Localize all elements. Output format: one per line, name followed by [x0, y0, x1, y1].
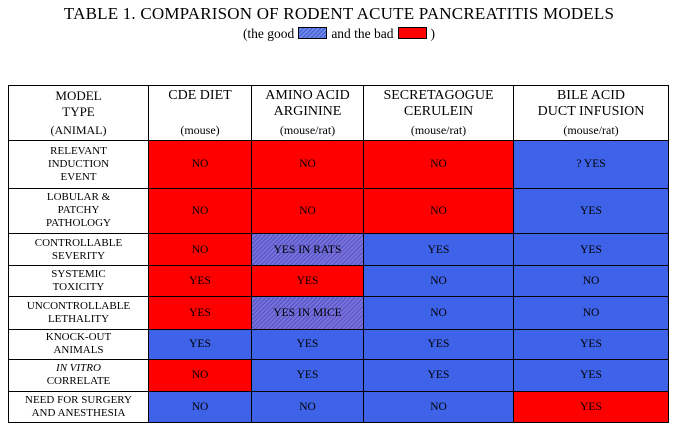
table-cell: YES	[513, 328, 669, 361]
row-label: LOBULAR & PATCHY PATHOLOGY	[8, 187, 149, 235]
subtitle-bad-text: and the bad	[331, 26, 394, 41]
table-cell: YES	[148, 296, 252, 330]
table-cell: YES	[513, 359, 669, 392]
column-header-line: (mouse/rat)	[563, 123, 619, 137]
table-cell: NO	[363, 390, 514, 423]
subtitle-good-text: (the good	[242, 26, 295, 41]
row-label: KNOCK-OUT ANIMALS	[8, 328, 149, 361]
column-header-line: CDE DIET	[168, 88, 232, 103]
table-title: TABLE 1. COMPARISON OF RODENT ACUTE PANC…	[63, 4, 615, 23]
table-cell: NO	[363, 140, 514, 189]
table-row: SYSTEMIC TOXICITY YES YES NO NO	[8, 264, 669, 298]
row-label-line: NEED FOR SURGERY	[25, 393, 132, 406]
table-cell: YES	[513, 390, 669, 423]
table-cell: YES	[513, 187, 669, 235]
table-cell: YES	[363, 359, 514, 392]
table-cell: YES	[148, 264, 252, 298]
table-row: LOBULAR & PATCHY PATHOLOGY NO NO NO YES	[8, 187, 669, 235]
table-cell: NO	[148, 187, 252, 235]
table-body: RELEVANT INDUCTION EVENT NO NO NO? YES LOBULAR…	[8, 140, 669, 423]
table-row: RELEVANT INDUCTION EVENT NO NO NO? YES	[8, 140, 669, 189]
row-label-line: IN VITRO	[56, 362, 101, 375]
table-cell: NO	[363, 296, 514, 330]
table-row: UNCONTROLLABLE LETHALITY YES YES IN MICE NO N…	[8, 296, 669, 330]
row-label: RELEVANT INDUCTION EVENT	[8, 140, 149, 189]
row-label-line: ANIMALS	[53, 344, 104, 357]
table-cell: NO	[148, 233, 252, 266]
column-header-line: CERULEIN	[403, 104, 474, 119]
table-cell: YES IN RATS	[251, 233, 364, 266]
row-label: NEED FOR SURGERY AND ANESTHESIA	[8, 390, 149, 423]
row-label-line: CORRELATE	[46, 375, 111, 388]
column-header-line: TYPE	[62, 104, 95, 119]
comparison-table: MODEL TYPE (ANIMAL) CDE DIET (mouse) AMINO A…	[8, 85, 669, 423]
row-label-line: TOXICITY	[52, 280, 105, 293]
column-header-1: CDE DIET (mouse)	[148, 85, 252, 141]
table-cell: YES	[363, 328, 514, 361]
row-label-line: KNOCK-OUT	[45, 331, 112, 344]
row-label-line: PATCHY	[57, 204, 100, 217]
row-label-line: AND ANESTHESIA	[31, 406, 126, 419]
column-header-3: SECRETAGOGUE CERULEIN (mouse/rat)	[363, 85, 514, 141]
table-row: CONTROLLABLE SEVERITY NO YES IN RATS YES YES	[8, 233, 669, 266]
column-header-line: (mouse)	[180, 123, 220, 137]
row-label-line: CONTROLLABLE	[34, 236, 123, 249]
table-cell: NO	[148, 390, 252, 423]
table-cell: YES	[251, 359, 364, 392]
column-header-0: MODEL TYPE (ANIMAL)	[8, 85, 149, 141]
column-header-line: (mouse/rat)	[279, 123, 336, 137]
row-label-line: PATHOLOGY	[46, 217, 111, 230]
column-header-line: AMINO ACID	[265, 88, 350, 103]
table-cell: NO	[513, 296, 669, 330]
table-row: KNOCK-OUT ANIMALS YES YES YES YES	[8, 328, 669, 361]
row-label-line: EVENT	[60, 170, 97, 183]
table-subtitle: (the good and the bad)	[0, 26, 678, 42]
table-cell: YES IN MICE	[251, 296, 364, 330]
bad-swatch	[397, 27, 427, 39]
row-label: IN VITRO CORRELATE	[8, 359, 149, 392]
row-label: UNCONTROLLABLE LETHALITY	[8, 296, 149, 330]
column-header-line	[149, 104, 251, 120]
row-label-line: LETHALITY	[47, 312, 110, 325]
column-header-line: (ANIMAL)	[50, 123, 107, 137]
column-header-line: (mouse/rat)	[410, 123, 467, 137]
row-label-line: SEVERITY	[51, 249, 106, 262]
table-cell: NO	[363, 264, 514, 298]
table-cell: NO	[251, 140, 364, 189]
row-label: SYSTEMIC TOXICITY	[8, 264, 149, 298]
table-cell: YES	[251, 328, 364, 361]
table-cell: YES	[363, 233, 514, 266]
table-row: IN VITRO CORRELATE NO YES YES YES	[8, 359, 669, 392]
header-row: MODEL TYPE (ANIMAL) CDE DIET (mouse) AMINO A…	[8, 85, 669, 141]
table-cell: NO	[513, 264, 669, 298]
column-header-line: BILE ACID	[556, 88, 626, 103]
subtitle-close-paren: )	[430, 26, 436, 41]
good-swatch	[298, 27, 328, 39]
column-header-line: ARGININE	[273, 104, 342, 119]
table-cell: NO	[363, 187, 514, 235]
table-cell: NO	[148, 359, 252, 392]
table-cell: YES	[251, 264, 364, 298]
table-cell: ? YES	[513, 140, 669, 189]
column-header-line: DUCT INFUSION	[537, 104, 645, 119]
table-cell: NO	[251, 187, 364, 235]
table-cell: NO	[251, 390, 364, 423]
row-label-line: INDUCTION	[47, 157, 110, 170]
row-label-line: LOBULAR &	[46, 191, 111, 204]
column-header-4: BILE ACID DUCT INFUSION (mouse/rat)	[513, 85, 669, 141]
table-cell: YES	[148, 328, 252, 361]
row-label-line: UNCONTROLLABLE	[26, 299, 131, 312]
row-label: CONTROLLABLE SEVERITY	[8, 233, 149, 266]
row-label-line: SYSTEMIC	[51, 267, 106, 280]
row-label-line: RELEVANT	[50, 144, 107, 157]
column-header-line: SECRETAGOGUE	[383, 88, 494, 103]
table-cell: YES	[513, 233, 669, 266]
table-cell: NO	[148, 140, 252, 189]
table-row: NEED FOR SURGERY AND ANESTHESIA NO NO NO YES	[8, 390, 669, 423]
column-header-line: MODEL	[55, 88, 102, 103]
column-header-2: AMINO ACID ARGININE (mouse/rat)	[251, 85, 364, 141]
